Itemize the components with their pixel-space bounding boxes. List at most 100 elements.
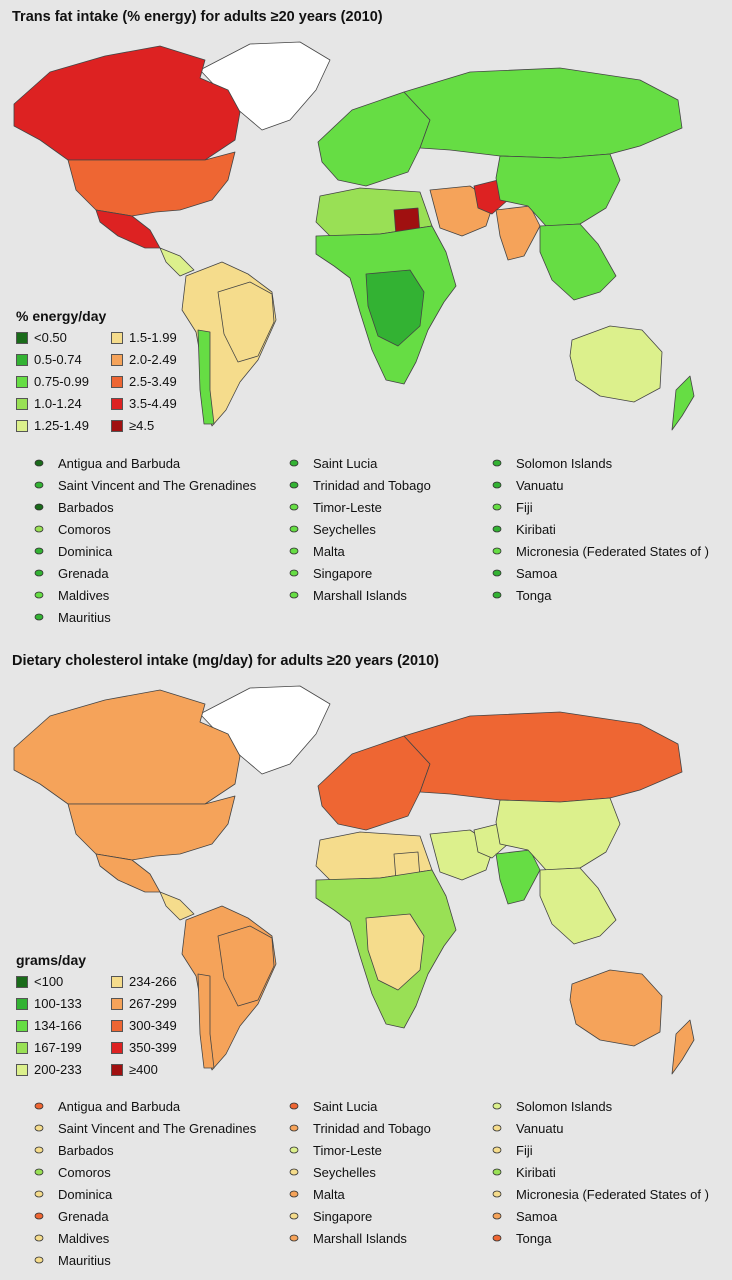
island-key-item: Dominica xyxy=(32,540,287,562)
island-key-item: Saint Vincent and The Grenadines xyxy=(32,474,287,496)
legend-item: 0.75-0.99 xyxy=(16,373,111,390)
region-greenland xyxy=(199,685,331,775)
region-southeast-asia xyxy=(539,867,617,945)
island-shape-icon xyxy=(287,479,301,491)
island-key-item: Timor-Leste xyxy=(287,1139,490,1161)
cholesterol-panel: Dietary cholesterol intake (mg/day) for … xyxy=(0,640,732,1280)
island-name: Saint Vincent and The Grenadines xyxy=(58,1120,257,1136)
island-key-item xyxy=(490,1249,722,1271)
legend-item: 200-233 xyxy=(16,1061,111,1078)
island-key-item: Antigua and Barbuda xyxy=(32,452,287,474)
region-north-america xyxy=(13,689,241,805)
legend-swatch xyxy=(111,397,123,410)
island-shape-icon xyxy=(287,1100,301,1112)
legend-swatch xyxy=(111,353,123,366)
island-name: Seychelles xyxy=(313,521,376,537)
island-key-item: Trinidad and Tobago xyxy=(287,1117,490,1139)
island-shape-icon xyxy=(32,1144,46,1156)
region-usa xyxy=(67,795,236,861)
island-name: Kiribati xyxy=(516,1164,556,1180)
island-shape-icon xyxy=(287,1210,301,1222)
island-name: Samoa xyxy=(516,565,558,581)
legend-item: 267-299 xyxy=(111,995,206,1012)
island-shape-icon xyxy=(287,501,301,513)
legend-swatch xyxy=(16,1063,28,1076)
region-mexico xyxy=(95,209,161,249)
island-key-item: Singapore xyxy=(287,1205,490,1227)
legend-label: 2.0-2.49 xyxy=(129,352,177,367)
island-shape-icon xyxy=(32,589,46,601)
island-shape-icon xyxy=(32,1210,46,1222)
island-key-item: Barbados xyxy=(32,1139,287,1161)
legend-grid: <0.50 1.5-1.99 0.5-0.74 2.0-2.49 0.75-0.99 2.… xyxy=(16,329,206,434)
island-name: Tonga xyxy=(516,587,552,603)
island-shape-icon xyxy=(32,1188,46,1200)
legend-item: ≥400 xyxy=(111,1061,206,1078)
legend-item: 300-349 xyxy=(111,1017,206,1034)
island-name: Mauritius xyxy=(58,609,111,625)
island-shape-icon xyxy=(287,1166,301,1178)
region-usa xyxy=(67,151,236,217)
island-shape-icon xyxy=(490,1122,504,1134)
legend-item: 1.5-1.99 xyxy=(111,329,206,346)
island-key-item: Malta xyxy=(287,1183,490,1205)
island-key-item: Timor-Leste xyxy=(287,496,490,518)
legend-swatch xyxy=(111,997,123,1010)
island-name: Comoros xyxy=(58,1164,111,1180)
region-europe xyxy=(317,91,431,187)
island-name: Trinidad and Tobago xyxy=(313,477,431,493)
map-title: Trans fat intake (% energy) for adults ≥… xyxy=(12,9,383,25)
island-shape-icon xyxy=(490,1100,504,1112)
legend-swatch xyxy=(16,331,28,344)
legend-grid: <100 234-266 100-133 267-299 134-166 300-349 1… xyxy=(16,973,206,1078)
island-shape-icon xyxy=(32,1100,46,1112)
legend-swatch xyxy=(111,1063,123,1076)
island-key-item: Trinidad and Tobago xyxy=(287,474,490,496)
island-shape-icon xyxy=(287,567,301,579)
island-name: Antigua and Barbuda xyxy=(58,1098,181,1114)
island-name: Barbados xyxy=(58,1142,114,1158)
region-russia xyxy=(403,711,683,803)
island-name: Marshall Islands xyxy=(313,587,407,603)
legend-label: 300-349 xyxy=(129,1018,177,1033)
map-title: Dietary cholesterol intake (mg/day) for … xyxy=(12,653,440,669)
island-name: Kiribati xyxy=(516,521,556,537)
island-key-item xyxy=(287,1249,490,1271)
island-key-item: Saint Vincent and The Grenadines xyxy=(32,1117,287,1139)
legend-label: 2.5-3.49 xyxy=(129,374,177,389)
island-name: Mauritius xyxy=(58,1252,111,1268)
region-chile xyxy=(197,329,215,425)
legend-item: 350-399 xyxy=(111,1039,206,1056)
legend-swatch xyxy=(111,975,123,988)
island-key-item xyxy=(287,606,490,628)
island-shape-icon xyxy=(490,1188,504,1200)
region-mexico xyxy=(95,853,161,893)
legend-item: 3.5-4.49 xyxy=(111,395,206,412)
island-shape-icon xyxy=(490,523,504,535)
island-shape-icon xyxy=(32,523,46,535)
island-key-item: Kiribati xyxy=(490,518,722,540)
region-russia xyxy=(403,67,683,159)
island-name: Maldives xyxy=(58,1230,110,1246)
legend-label: 134-166 xyxy=(34,1018,82,1033)
island-key-item: Tonga xyxy=(490,1227,722,1249)
legend-label: 234-266 xyxy=(129,974,177,989)
legend-item: 2.0-2.49 xyxy=(111,351,206,368)
small-islands-key: Antigua and Barbuda Saint Vincent and The… xyxy=(32,1095,722,1271)
island-name: Comoros xyxy=(58,521,111,537)
region-greenland xyxy=(199,41,331,131)
island-name: Singapore xyxy=(313,1208,373,1224)
legend-item: 134-166 xyxy=(16,1017,111,1034)
map-legend: grams/day <100 234-266 100-133 267-299 134-1… xyxy=(16,952,206,1078)
legend-label: 1.0-1.24 xyxy=(34,396,82,411)
island-name: Maldives xyxy=(58,587,110,603)
island-shape-icon xyxy=(490,1144,504,1156)
region-south-asia xyxy=(495,205,541,261)
island-key-item: Marshall Islands xyxy=(287,1227,490,1249)
legend-item: 167-199 xyxy=(16,1039,111,1056)
island-name: Solomon Islands xyxy=(516,1098,613,1114)
legend-item: <100 xyxy=(16,973,111,990)
legend-swatch xyxy=(16,375,28,388)
island-key-item: Mauritius xyxy=(32,606,287,628)
island-name: Vanuatu xyxy=(516,477,564,493)
